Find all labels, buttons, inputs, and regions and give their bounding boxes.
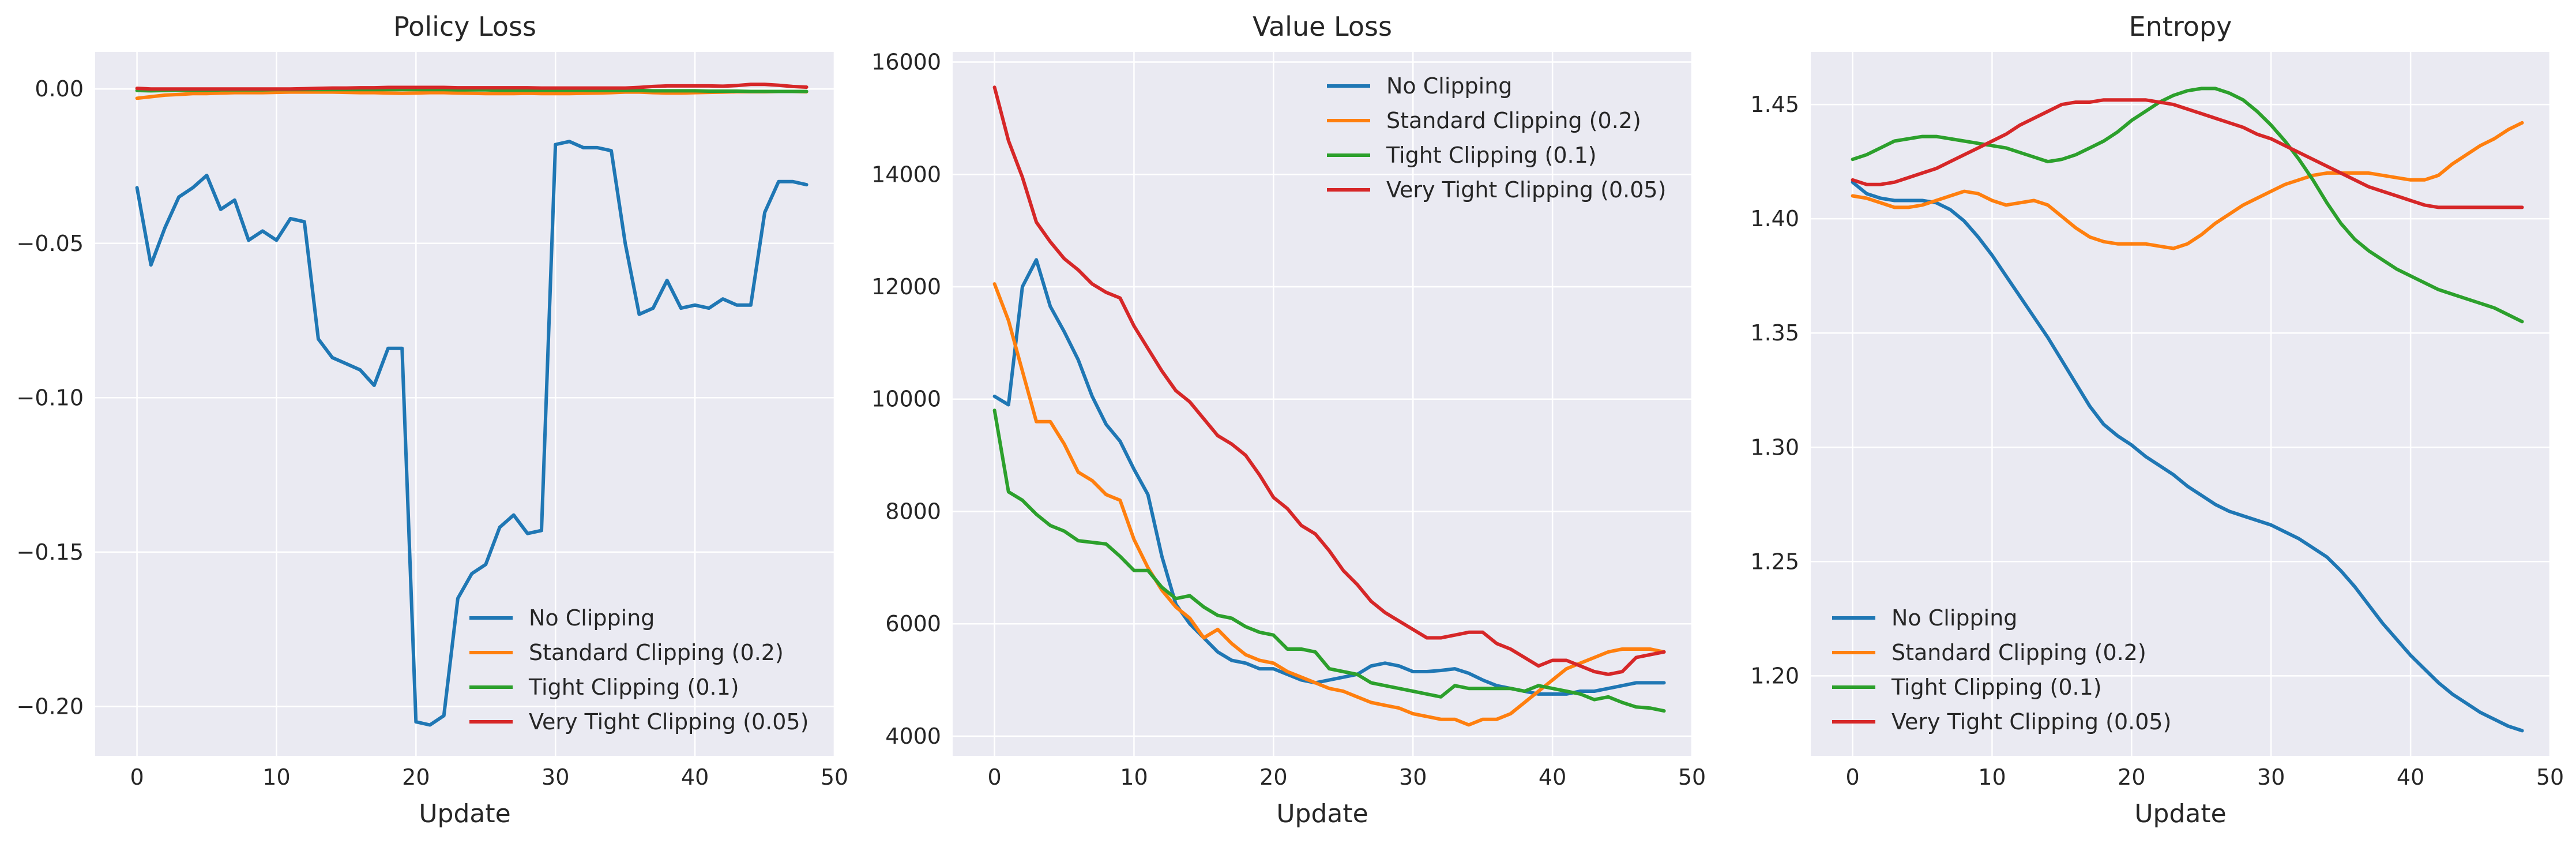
y-tick-label: 14000 bbox=[871, 162, 941, 187]
series-line-no-clipping bbox=[135, 140, 808, 727]
y-tick-label: −0.20 bbox=[17, 694, 84, 719]
x-tick-label: 30 bbox=[2257, 764, 2285, 790]
y-tick-label: 0.00 bbox=[35, 76, 84, 102]
y-tick-label: 1.35 bbox=[1750, 320, 1799, 346]
x-tick-label: 0 bbox=[987, 764, 1001, 790]
legend-label: Tight Clipping (0.1) bbox=[1386, 143, 1597, 168]
plot-area bbox=[953, 52, 1692, 756]
panel-policy-loss: −0.20 −0.15 −0.10 −0.05 0.00 0 10 20 30 40 50 Pol… bbox=[17, 11, 849, 829]
legend-label: Standard Clipping (0.2) bbox=[1386, 108, 1641, 133]
legend-label: Very Tight Clipping (0.05) bbox=[1386, 177, 1666, 203]
series-line-tight-clipping-0-1 bbox=[1851, 87, 2524, 324]
x-tick-label: 10 bbox=[262, 764, 290, 790]
x-tick-label: 40 bbox=[681, 764, 709, 790]
series-line-very-tight-clipping-0-05 bbox=[135, 83, 808, 91]
x-tick-label: 50 bbox=[821, 764, 848, 790]
panel-title: Entropy bbox=[2129, 11, 2232, 42]
series-line-standard-clipping-0-2 bbox=[992, 282, 1666, 727]
y-tick-label: −0.10 bbox=[17, 385, 84, 410]
x-tick-label: 0 bbox=[130, 764, 144, 790]
x-tick-label: 30 bbox=[541, 764, 569, 790]
y-tick-label: 1.25 bbox=[1750, 549, 1799, 574]
panel-value-loss: 4000 6000 8000 10000 12000 14000 16000 0 10 20 30… bbox=[871, 11, 1706, 829]
y-tick-label: 1.45 bbox=[1750, 92, 1799, 117]
legend-label: No Clipping bbox=[1386, 73, 1512, 99]
legend-label: Very Tight Clipping (0.05) bbox=[529, 709, 808, 734]
series-line-no-clipping bbox=[992, 258, 1666, 696]
legend-label: Standard Clipping (0.2) bbox=[1891, 640, 2146, 665]
x-axis-label: Update bbox=[419, 799, 510, 829]
x-tick-label: 40 bbox=[2397, 764, 2424, 790]
y-tick-label: −0.15 bbox=[17, 539, 84, 565]
x-tick-label: 50 bbox=[1678, 764, 1706, 790]
x-tick-label: 40 bbox=[1539, 764, 1566, 790]
x-tick-label: 20 bbox=[1259, 764, 1287, 790]
y-tick-label: 6000 bbox=[885, 611, 941, 636]
legend-label: Standard Clipping (0.2) bbox=[529, 640, 784, 665]
plot-area bbox=[95, 52, 834, 756]
x-tick-label: 10 bbox=[1978, 764, 2006, 790]
y-tick-label: 10000 bbox=[871, 387, 941, 412]
x-axis-label: Update bbox=[2134, 799, 2226, 829]
legend: No Clipping Standard Clipping (0.2) Tight … bbox=[469, 605, 808, 734]
y-tick-label: 16000 bbox=[871, 50, 941, 75]
panel-title: Policy Loss bbox=[393, 11, 536, 42]
y-tick-label: 1.20 bbox=[1750, 663, 1799, 688]
series-line-tight-clipping-0-1 bbox=[992, 408, 1666, 713]
x-tick-label: 10 bbox=[1120, 764, 1148, 790]
x-tick-label: 30 bbox=[1399, 764, 1427, 790]
legend-label: No Clipping bbox=[1891, 605, 2017, 631]
legend-label: Tight Clipping (0.1) bbox=[1891, 674, 2102, 700]
x-axis-label: Update bbox=[1276, 799, 1368, 829]
series-line-standard-clipping-0-2 bbox=[1851, 121, 2524, 250]
y-tick-label: 12000 bbox=[871, 274, 941, 299]
y-tick-label: 1.30 bbox=[1750, 434, 1799, 460]
series-line-standard-clipping-0-2 bbox=[135, 89, 808, 100]
legend-label: Very Tight Clipping (0.05) bbox=[1891, 709, 2171, 734]
y-tick-label: 4000 bbox=[885, 724, 941, 749]
series-line-no-clipping bbox=[1851, 180, 2524, 733]
panel-title: Value Loss bbox=[1253, 11, 1392, 42]
legend: No Clipping Standard Clipping (0.2) Tight … bbox=[1832, 605, 2171, 734]
series-line-very-tight-clipping-0-05 bbox=[1851, 98, 2524, 209]
series-line-very-tight-clipping-0-05 bbox=[992, 85, 1666, 676]
legend-label: Tight Clipping (0.1) bbox=[528, 674, 739, 700]
x-tick-label: 20 bbox=[2118, 764, 2145, 790]
panel-entropy: 1.20 1.25 1.30 1.35 1.40 1.45 0 10 20 30 40 50 Ent… bbox=[1750, 11, 2564, 829]
legend-label: No Clipping bbox=[529, 605, 655, 631]
y-tick-label: 1.40 bbox=[1750, 206, 1799, 231]
x-tick-label: 0 bbox=[1845, 764, 1859, 790]
legend: No Clipping Standard Clipping (0.2) Tight … bbox=[1327, 73, 1666, 203]
x-tick-label: 50 bbox=[2536, 764, 2564, 790]
y-tick-label: −0.05 bbox=[17, 231, 84, 256]
x-tick-label: 20 bbox=[402, 764, 430, 790]
y-tick-label: 8000 bbox=[885, 499, 941, 524]
